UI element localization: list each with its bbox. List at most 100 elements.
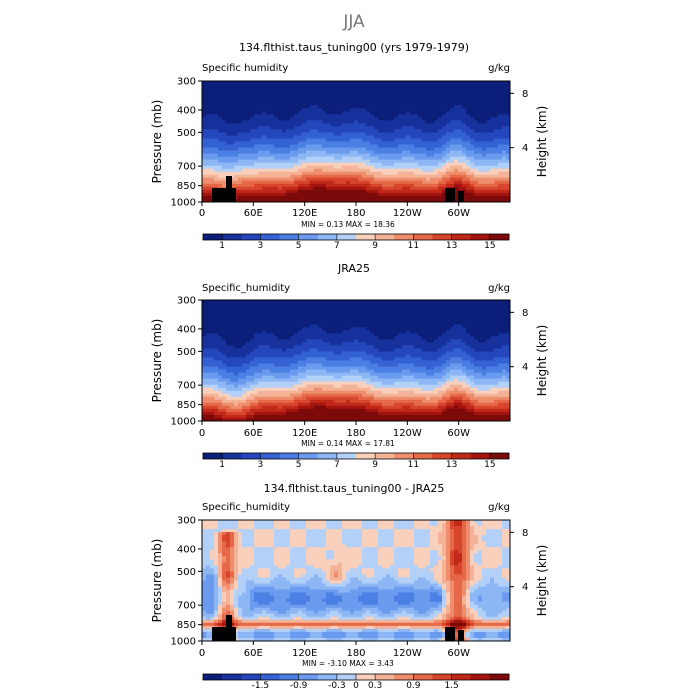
contour-cell <box>398 132 403 137</box>
contour-cell <box>410 117 415 121</box>
contour-cell <box>466 174 471 179</box>
contour-cell <box>282 153 287 158</box>
contour-cell <box>238 168 243 173</box>
contour-cell <box>334 363 339 368</box>
contour-cell <box>326 102 331 106</box>
contour-cell <box>498 105 503 109</box>
contour-cell <box>282 135 287 140</box>
contour-cell <box>350 174 355 179</box>
contour-cell <box>302 90 307 94</box>
contour-cell <box>450 84 455 88</box>
contour-cell <box>366 90 371 94</box>
contour-cell <box>482 159 487 164</box>
contour-cell <box>486 300 491 304</box>
contour-cell <box>386 357 391 362</box>
contour-cell <box>274 303 279 307</box>
contour-cell <box>382 369 387 374</box>
contour-cell <box>418 198 423 202</box>
contour-cell <box>394 171 399 176</box>
contour-cell <box>470 84 475 88</box>
contour-cell <box>502 111 507 115</box>
contour-cell <box>434 330 439 334</box>
contour-cell <box>202 177 207 182</box>
contour-cell <box>414 363 419 368</box>
contour-cell <box>274 90 279 94</box>
contour-cell <box>370 147 375 152</box>
contour-cell <box>382 117 387 121</box>
contour-cell <box>358 186 363 191</box>
contour-cell <box>246 144 251 149</box>
contour-cell <box>406 363 411 368</box>
contour-cell <box>206 177 211 182</box>
contour-cell <box>506 135 510 140</box>
contour-cell <box>366 126 371 131</box>
contour-cell <box>398 138 403 143</box>
variable-label: Specific humidity <box>202 63 288 74</box>
contour-cell <box>378 303 383 307</box>
contour-cell <box>226 357 231 362</box>
contour-cell <box>202 159 207 164</box>
contour-cell <box>342 159 347 164</box>
contour-cell <box>342 132 347 137</box>
contour-cell <box>330 132 335 137</box>
contour-cell <box>394 159 399 164</box>
contour-cell <box>382 99 387 103</box>
contour-cell <box>426 180 431 185</box>
contour-cell <box>382 171 387 176</box>
contour-cell <box>498 192 503 197</box>
contour-cell <box>270 81 275 85</box>
contour-cell <box>274 345 279 350</box>
contour-cell <box>214 354 219 359</box>
contour-cell <box>350 177 355 182</box>
contour-cell <box>206 333 211 337</box>
contour-cell <box>374 333 379 337</box>
contour-cell <box>206 159 211 164</box>
contour-cell <box>330 180 335 185</box>
contour-cell <box>402 135 407 140</box>
contour-cell <box>302 195 307 200</box>
contour-cell <box>394 183 399 188</box>
contour-cell <box>206 129 211 134</box>
contour-cell <box>338 189 343 194</box>
contour-cell <box>506 120 510 124</box>
contour-cell <box>482 93 487 97</box>
contour-cell <box>390 351 395 356</box>
contour-cell <box>342 141 347 146</box>
contour-cell <box>286 150 291 155</box>
contour-cell <box>442 105 447 109</box>
contour-cell <box>246 156 251 161</box>
contour-cell <box>354 309 359 313</box>
contour-cell <box>302 360 307 365</box>
contour-cell <box>214 132 219 137</box>
contour-cell <box>342 81 347 85</box>
contour-cell <box>498 171 503 176</box>
contour-cell <box>250 312 255 316</box>
contour-cell <box>438 135 443 140</box>
contour-cell <box>310 168 315 173</box>
contour-cell <box>442 168 447 173</box>
contour-cell <box>426 165 431 170</box>
contour-cell <box>214 336 219 340</box>
contour-cell <box>310 153 315 158</box>
contour-cell <box>302 87 307 91</box>
contour-cell <box>362 132 367 137</box>
contour-cell <box>446 147 451 152</box>
contour-cell <box>486 132 491 137</box>
contour-cell <box>286 126 291 131</box>
contour-cell <box>422 354 427 359</box>
contour-cell <box>370 138 375 143</box>
contour-cell <box>466 96 471 100</box>
colorbar-label: 3 <box>258 241 264 251</box>
contour-cell <box>422 351 427 356</box>
contour-cell <box>202 315 207 319</box>
contour-cell <box>270 93 275 97</box>
contour-cell <box>422 144 427 149</box>
contour-cell <box>482 195 487 200</box>
contour-cell <box>278 138 283 143</box>
contour-cell <box>270 357 275 362</box>
contour-cell <box>394 87 399 91</box>
contour-cell <box>310 345 315 350</box>
contour-cell <box>458 300 463 304</box>
contour-cell <box>234 180 239 185</box>
contour-cell <box>502 327 507 331</box>
